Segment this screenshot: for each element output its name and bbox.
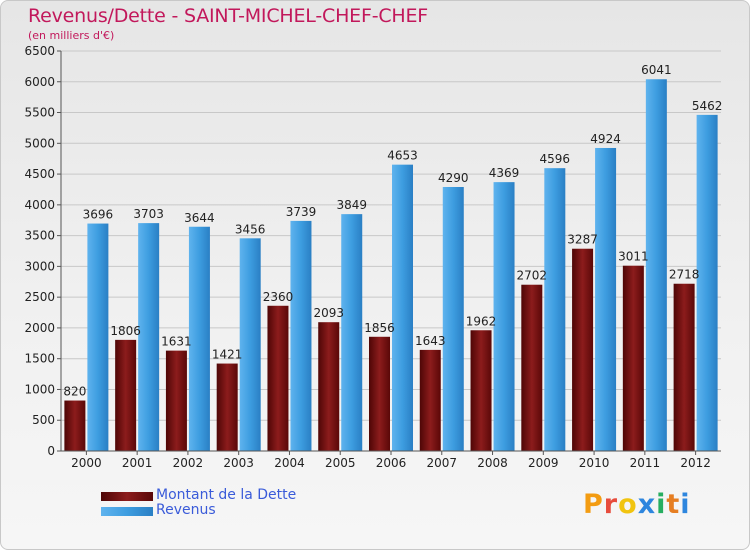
- x-tick-label: 2001: [122, 456, 153, 470]
- data-label-dette: 2718: [669, 268, 700, 282]
- chart-title: Revenus/Dette - SAINT-MICHEL-CHEF-CHEF: [28, 5, 429, 27]
- y-tick-label: 6000: [24, 75, 55, 89]
- bar-dette: [521, 284, 543, 451]
- bar-dette: [318, 322, 340, 451]
- logo-letter: t: [666, 489, 681, 520]
- bar-revenus: [87, 223, 109, 451]
- y-tick-label: 2000: [24, 321, 55, 335]
- y-tick-label: 4000: [24, 198, 55, 212]
- bar-dette: [115, 339, 137, 451]
- x-tick-label: 2000: [71, 456, 102, 470]
- data-label-revenus: 3644: [184, 211, 215, 225]
- bar-revenus: [493, 182, 515, 451]
- chart-subtitle: (en milliers d'€): [28, 29, 115, 42]
- x-tick-label: 2009: [528, 456, 559, 470]
- x-tick-label: 2007: [426, 456, 457, 470]
- data-label-revenus: 4290: [438, 171, 469, 185]
- data-label-dette: 3287: [567, 233, 598, 247]
- data-label-dette: 2360: [263, 290, 294, 304]
- y-tick-label: 6500: [24, 44, 55, 58]
- data-label-revenus: 3849: [336, 198, 367, 212]
- data-label-revenus: 6041: [641, 63, 672, 77]
- bar-revenus: [188, 226, 210, 451]
- y-tick-label: 1000: [24, 382, 55, 396]
- y-tick-label: 5000: [24, 136, 55, 150]
- data-label-revenus: 5462: [692, 99, 723, 113]
- data-label-dette: 820: [63, 385, 86, 399]
- x-tick-label: 2010: [579, 456, 610, 470]
- x-tick-label: 2008: [477, 456, 508, 470]
- data-label-dette: 1806: [110, 324, 141, 338]
- data-label-dette: 1962: [466, 314, 497, 328]
- bar-dette: [622, 265, 644, 451]
- bar-dette: [165, 350, 187, 451]
- data-label-dette: 1631: [161, 335, 192, 349]
- logo-letter: i: [656, 489, 667, 520]
- data-label-revenus: 4924: [590, 132, 621, 146]
- bar-dette: [470, 330, 492, 451]
- data-label-dette: 1856: [364, 321, 395, 335]
- y-tick-label: 2500: [24, 290, 55, 304]
- bar-dette: [64, 400, 86, 451]
- y-tick-label: 4500: [24, 167, 55, 181]
- legend-label-revenus: Revenus: [156, 502, 216, 518]
- bar-revenus: [645, 79, 667, 451]
- data-label-dette: 1421: [212, 348, 243, 362]
- bar-revenus: [341, 214, 363, 451]
- logo-letter: r: [603, 489, 619, 520]
- y-tick-label: 3500: [24, 229, 55, 243]
- data-label-revenus: 4596: [540, 152, 571, 166]
- x-tick-label: 2005: [325, 456, 356, 470]
- x-tick-label: 2002: [173, 456, 204, 470]
- logo-letter: x: [637, 489, 657, 520]
- data-label-dette: 2702: [517, 269, 548, 283]
- y-tick-label: 500: [32, 413, 55, 427]
- data-label-revenus: 4653: [387, 149, 418, 163]
- bar-dette: [673, 283, 695, 451]
- bar-dette: [419, 349, 441, 451]
- data-label-revenus: 3696: [83, 208, 114, 222]
- proxiti-logo: Proxiti: [583, 489, 691, 520]
- bar-revenus: [239, 238, 261, 451]
- bar-revenus: [290, 220, 312, 451]
- data-label-dette: 1643: [415, 334, 446, 348]
- legend-swatch-dette: [101, 492, 153, 501]
- logo-letter: o: [618, 489, 638, 520]
- bar-revenus: [544, 168, 566, 451]
- legend-label-dette: Montant de la Dette: [156, 487, 297, 503]
- bar-revenus: [138, 223, 160, 451]
- bar-revenus: [442, 187, 464, 451]
- x-tick-label: 2003: [223, 456, 254, 470]
- x-tick-label: 2004: [274, 456, 305, 470]
- data-label-dette: 2093: [313, 306, 344, 320]
- data-label-revenus: 3703: [133, 207, 164, 221]
- logo-letter: P: [583, 489, 604, 520]
- data-label-dette: 3011: [618, 250, 649, 264]
- y-tick-label: 1500: [24, 352, 55, 366]
- x-tick-label: 2006: [376, 456, 407, 470]
- bar-dette: [216, 363, 238, 451]
- bar-dette: [572, 248, 594, 451]
- logo-letter: i: [680, 489, 691, 520]
- data-label-revenus: 4369: [489, 166, 520, 180]
- bar-dette: [267, 305, 289, 451]
- data-label-revenus: 3739: [286, 205, 317, 219]
- bar-dette: [369, 336, 390, 451]
- y-tick-label: 3000: [24, 259, 55, 273]
- x-tick-label: 2011: [630, 456, 661, 470]
- bar-revenus: [595, 147, 617, 451]
- bar-revenus: [392, 164, 413, 451]
- bar-revenus: [696, 114, 718, 451]
- data-label-revenus: 3456: [235, 222, 266, 236]
- y-tick-label: 5500: [24, 106, 55, 120]
- x-tick-label: 2012: [680, 456, 711, 470]
- legend-swatch-revenus: [101, 507, 153, 516]
- y-tick-label: 0: [47, 444, 55, 458]
